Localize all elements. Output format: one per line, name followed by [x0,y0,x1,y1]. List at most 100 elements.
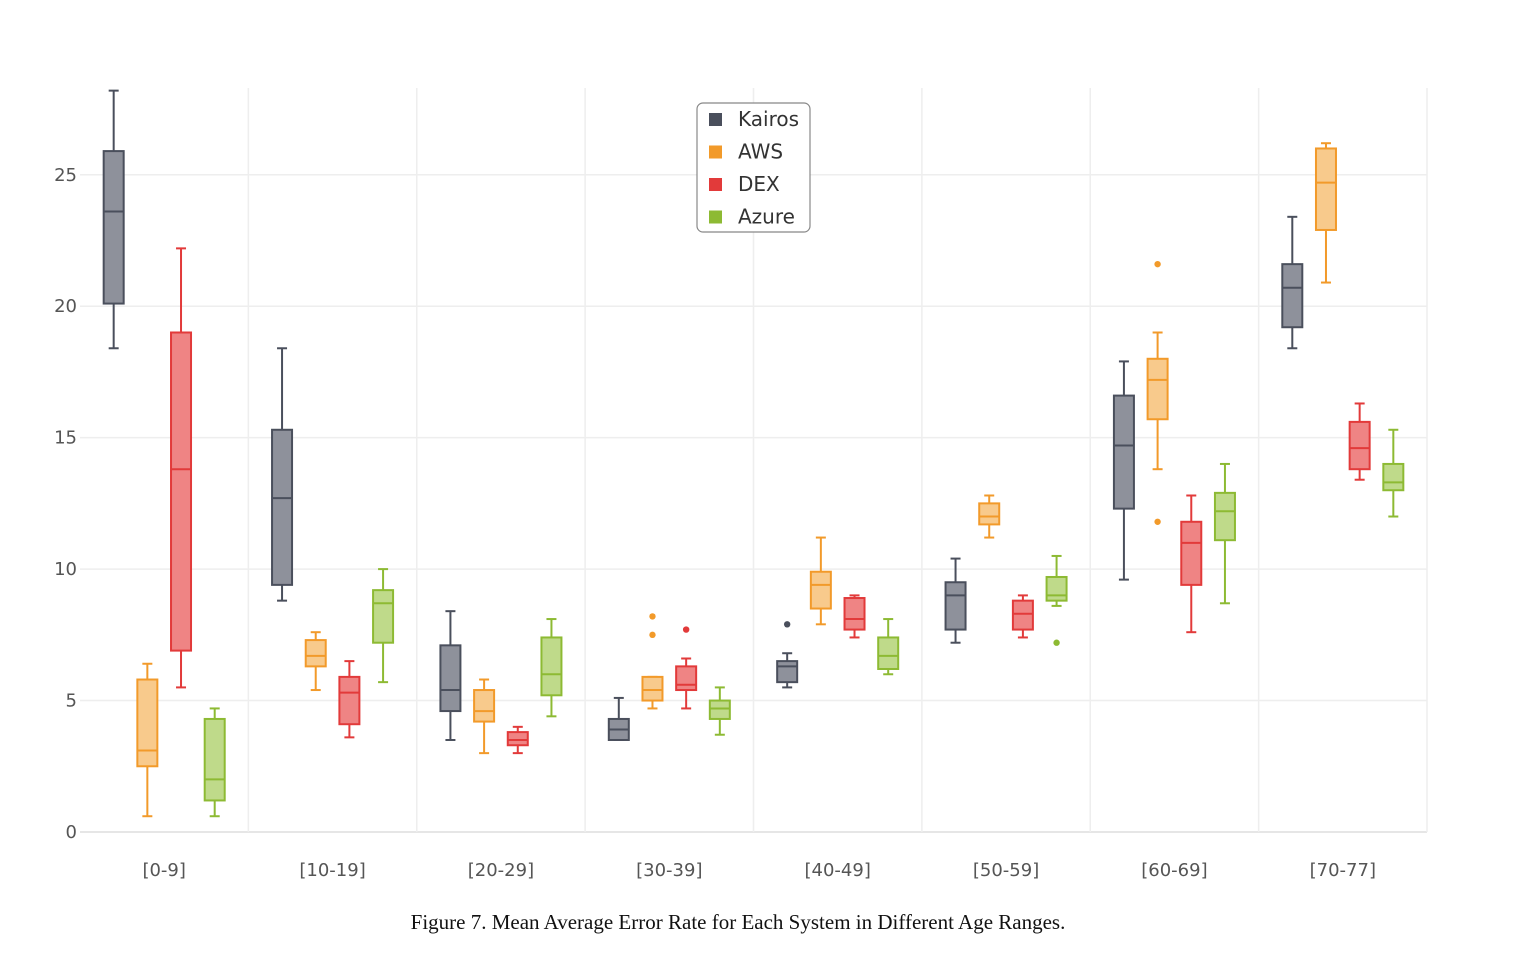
x-tick-label: [20-29] [468,860,534,881]
box-iqr [944,581,967,631]
box-iqr [809,570,832,610]
box-kairos [1281,215,1304,350]
box-iqr [877,636,900,671]
box-iqr [271,428,294,586]
box-dex [338,660,361,739]
box-series [102,89,1405,818]
box-azure [877,618,900,676]
legend-swatch-aws [709,145,722,159]
series-azure [203,428,1405,818]
y-tick-label: 25 [54,165,77,186]
box-iqr [540,636,563,697]
box-iqr [136,678,159,768]
y-axis-ticks: 0 5 10 15 20 25 [54,165,77,843]
legend[interactable]: Kairos AWS DEX Azure [696,102,811,233]
legend-box [696,102,811,233]
box-iqr [304,639,327,668]
legend-label-aws: AWS [738,140,783,164]
outlier-point [682,626,690,633]
outlier-point [1154,260,1161,268]
x-tick-label: [0-9] [142,860,185,881]
box-kairos [271,347,294,602]
box-dex [1011,594,1034,639]
box-azure [708,686,731,736]
series-kairos [102,89,1304,741]
box-azure [372,568,395,684]
box-iqr [675,665,698,692]
legend-label-azure: Azure [738,205,795,229]
box-azure [203,707,226,818]
box-dex [1348,402,1371,481]
box-azure [1045,554,1068,646]
y-tick-label: 15 [54,428,77,449]
box-dex [675,626,698,710]
x-tick-label: [60-69] [1141,860,1207,881]
x-axis-ticks: [0-9] [10-19] [20-29] [30-39] [40-49] [50-59]… [142,860,1376,881]
box-aws [304,631,327,692]
legend-label-dex: DEX [738,172,780,196]
box-iqr [338,675,361,726]
box-kairos [944,557,967,644]
box-iqr [203,717,226,802]
box-iqr [372,589,395,644]
box-iqr [473,689,496,723]
box-iqr [843,597,866,631]
box-azure [1382,428,1405,518]
box-kairos [102,89,125,350]
box-iqr [1213,491,1236,542]
box-kairos [776,621,799,689]
legend-swatch-azure [709,210,722,224]
y-tick-label: 5 [66,691,77,712]
y-tick-label: 10 [54,559,77,580]
box-aws [473,678,496,755]
box-aws [1146,260,1169,525]
box-iqr [708,699,731,720]
box-kairos [439,610,462,741]
box-aws [136,662,159,818]
box-iqr [1281,263,1304,329]
box-aws [1314,142,1337,284]
legend-swatch-dex [709,178,722,191]
box-iqr [1045,575,1068,602]
y-tick-label: 20 [54,296,77,317]
box-iqr [1348,420,1371,471]
outlier-point [1154,518,1161,525]
outlier-point [1053,639,1060,646]
box-iqr [506,731,529,747]
box-plot-chart: 0 5 10 15 20 25 [0-9] [10-19] [20-29] [30-39] [40… [54,88,1428,881]
outlier-point [649,631,656,639]
box-dex [170,247,193,689]
box-azure [1213,462,1236,605]
outlier-point [649,613,656,620]
box-iqr [1314,147,1337,231]
figure-caption: Figure 7. Mean Average Error Rate for Ea… [410,910,1066,934]
box-iqr [776,660,799,684]
box-aws [809,536,832,626]
box-iqr [1146,357,1169,421]
x-tick-label: [70-77] [1310,860,1376,881]
box-iqr [439,644,462,713]
box-iqr [1112,394,1135,510]
x-tick-label: [50-59] [973,860,1039,881]
box-dex [1180,494,1203,634]
x-tick-label: [40-49] [805,860,871,881]
box-iqr [641,675,664,702]
y-tick-label: 0 [66,822,77,843]
box-iqr [1180,520,1203,586]
box-aws [641,613,664,710]
box-aws [978,494,1001,539]
series-aws [136,142,1337,818]
box-iqr [1011,599,1034,631]
box-iqr [170,331,193,652]
box-dex [506,725,529,755]
legend-label-kairos: Kairos [738,107,799,131]
box-azure [540,618,563,718]
box-iqr [978,502,1001,526]
outlier-point [783,621,791,628]
x-tick-label: [10-19] [299,860,365,881]
box-iqr [1382,462,1405,492]
box-kairos [607,696,630,741]
box-dex [843,594,866,639]
box-iqr [102,150,125,305]
x-tick-label: [30-39] [636,860,702,881]
